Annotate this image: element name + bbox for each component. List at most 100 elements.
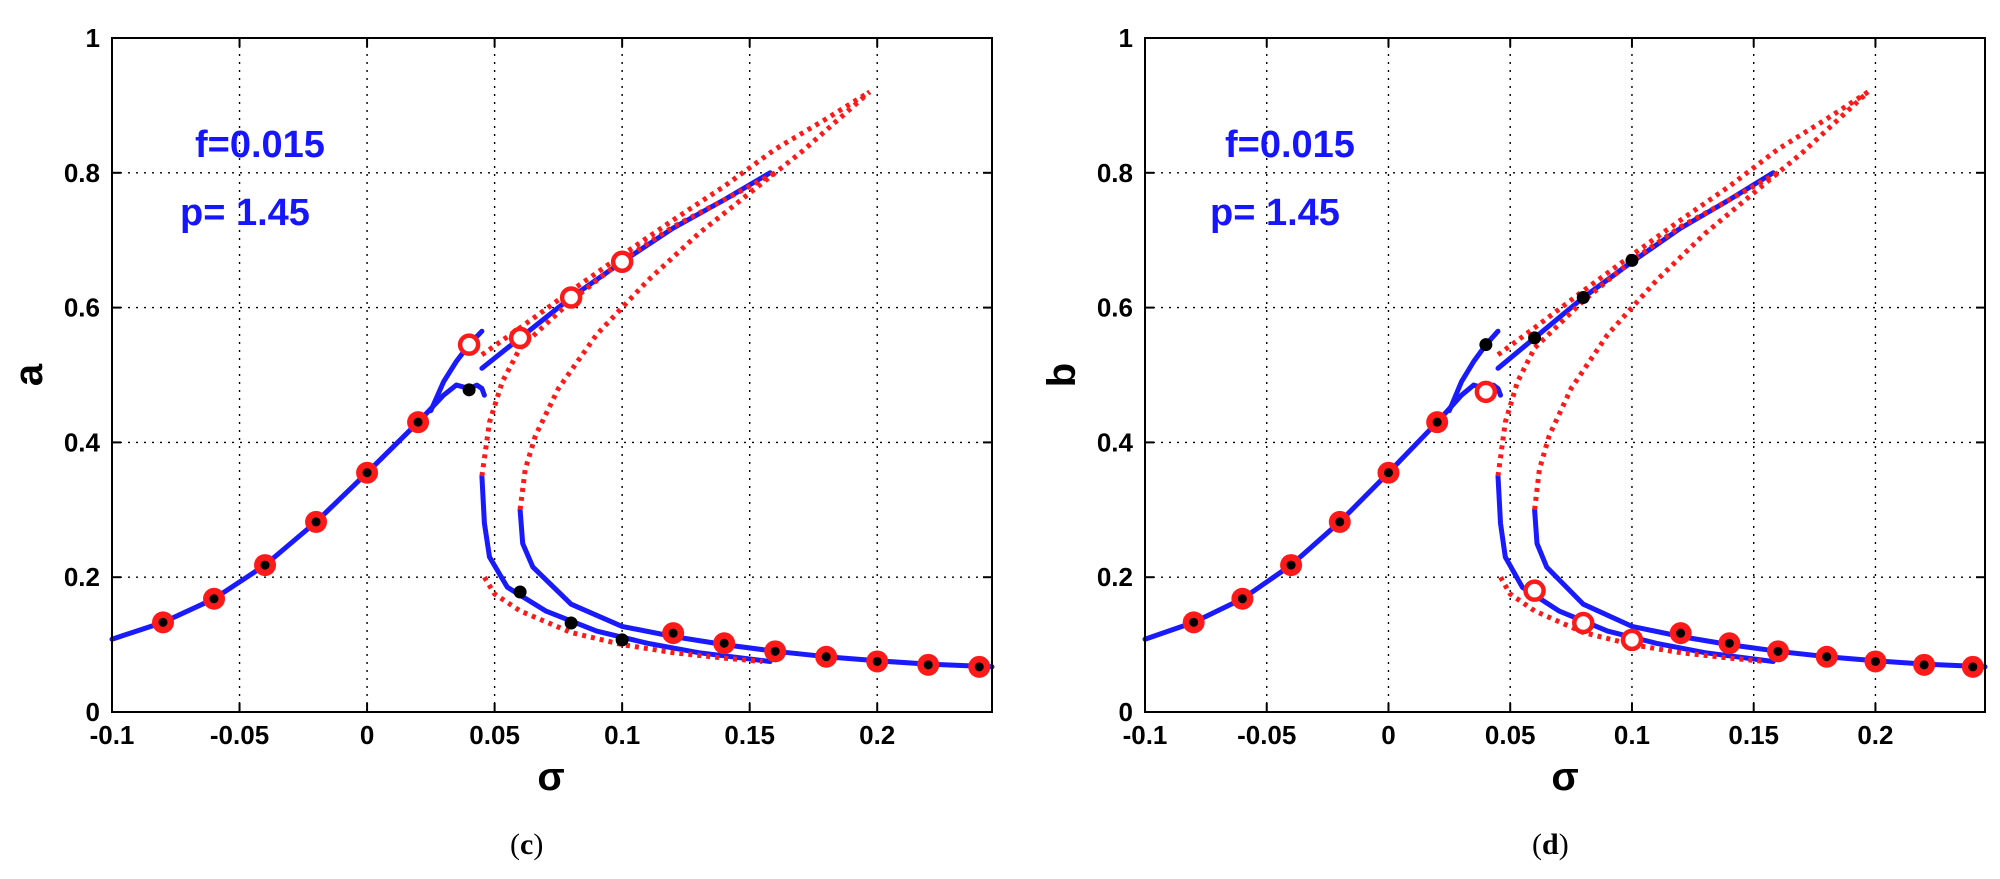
- panel-c-series-unstable-lower-return: [482, 575, 763, 664]
- panel-c-marker-dot-13: [615, 633, 629, 647]
- panel-d-annotation-p: p= 1.45: [1210, 192, 1340, 234]
- panel-d-series-stable-lower-branch-1: [1495, 473, 1776, 664]
- panel-d-marker-hollow-12: [1572, 611, 1595, 635]
- panel-c: -0.1 -0.05 0 0.05 0.1 0.15 0.2 0 0.2 0.4 0.6 0.8 1 f…: [7, 23, 995, 861]
- panel-d-series-unstable-inner-1: [1495, 170, 1780, 477]
- panel-c-x-tick-label: 0.15: [724, 720, 775, 750]
- panel-d-marker-dot-1: [1237, 594, 1247, 604]
- panel-c-marker-hollow-10: [610, 250, 634, 274]
- panel-d-marker-dot-14: [1676, 628, 1686, 638]
- panel-d: -0.1 -0.05 0 0.05 0.1 0.15 0.2 0 0.2 0.4 0.6 0.8 1 f…: [1040, 23, 1988, 861]
- panel-c-marker-dot-0: [158, 617, 168, 627]
- panel-d-axes-frame: [1144, 37, 1986, 713]
- panel-d-marker-hollow-11: [1523, 579, 1546, 602]
- panel-c-y-tick-label: 0: [86, 697, 100, 727]
- panel-d-y-tick-label: 0.4: [1097, 427, 1134, 457]
- panel-c-marker-dot-2: [260, 560, 270, 570]
- panel-c-curves: [109, 89, 995, 670]
- panel-c-marker-hollow-6: [457, 333, 481, 356]
- panel-d-marker-dot-8: [1528, 331, 1542, 345]
- panel-d-y-axis-label: b: [1040, 363, 1084, 387]
- panel-d-marker-dot-20: [1968, 662, 1978, 672]
- panel-c-marker-dot-18: [872, 656, 882, 666]
- panel-d-caption: (d): [1532, 828, 1569, 861]
- panel-c-marker-dot-5: [413, 417, 423, 427]
- panel-c-marker-dot-4: [362, 468, 372, 478]
- panel-d-series-stable-lower-left-branch: [1142, 382, 1477, 642]
- panel-c-series-stable-lower-branch-2: [517, 507, 995, 670]
- panel-d-marker-dot-9: [1576, 290, 1590, 304]
- panel-c-markers: [152, 250, 991, 678]
- panel-c-series-unstable-outer-upper: [480, 89, 871, 357]
- panel-c-y-tick-label: 1: [86, 23, 100, 53]
- panel-d-y-tick-label: 0.2: [1097, 562, 1133, 592]
- panel-c-x-tick-label: 0.2: [859, 720, 895, 750]
- panel-c-marker-dot-20: [974, 662, 984, 672]
- panel-d-y-tick-label: 0: [1119, 697, 1133, 727]
- panel-d-marker-dot-5: [1432, 417, 1442, 427]
- panel-d-x-tick-label: 0: [1381, 720, 1395, 750]
- panel-d-x-tick-label: 0.2: [1857, 720, 1893, 750]
- panel-d-marker-dot-19: [1919, 660, 1929, 670]
- panel-d-series-unstable-inner-2: [1532, 90, 1870, 511]
- panel-d-series-unstable-outer-upper: [1496, 89, 1870, 357]
- panel-d-marker-hollow-13: [1620, 628, 1644, 652]
- panel-c-x-tick-label: 0.1: [604, 720, 640, 750]
- panel-c-x-tick-label: -0.1: [90, 720, 135, 750]
- panel-d-marker-dot-16: [1773, 646, 1783, 656]
- panel-d-marker-dot-17: [1822, 652, 1832, 662]
- panel-d-marker-dot-3: [1335, 517, 1345, 527]
- panel-c-marker-dot-7: [462, 383, 476, 397]
- panel-d-curves: [1142, 89, 1988, 670]
- panel-c-y-tick-label: 0.6: [64, 293, 100, 323]
- panel-d-y-tick-label: 1: [1119, 23, 1133, 53]
- panel-c-y-axis-label: a: [7, 363, 51, 386]
- panel-c-y-tick-label: 0.4: [64, 427, 101, 457]
- panel-d-marker-dot-0: [1189, 617, 1199, 627]
- panel-d-marker-dot-4: [1383, 468, 1393, 478]
- panel-d-x-axis-label: σ: [1551, 755, 1578, 799]
- panel-c-annotation-f: f=0.015: [195, 124, 325, 166]
- panel-d-markers: [1182, 253, 1984, 678]
- panel-d-y-tick-label: 0.6: [1097, 293, 1133, 323]
- panel-c-annotation-p: p= 1.45: [180, 192, 310, 234]
- panel-c-caption-letter: c: [520, 828, 533, 861]
- panel-d-ticks: -0.1 -0.05 0 0.05 0.1 0.15 0.2 0 0.2 0.4 0.6 0.8 1: [1097, 23, 1985, 750]
- panel-c-marker-dot-19: [923, 660, 933, 670]
- panel-c-marker-dot-16: [770, 646, 780, 656]
- panel-c-marker-dot-15: [719, 638, 729, 648]
- panel-d-x-tick-label: -0.05: [1237, 720, 1296, 750]
- panel-c-series-stable-lower-branch-1: [479, 473, 773, 664]
- panel-c-axes-frame: [111, 37, 993, 713]
- panel-c-y-tick-label: 0.8: [64, 158, 100, 188]
- panel-d-marker-dot-6: [1479, 338, 1493, 352]
- panel-d-marker-hollow-7: [1474, 380, 1498, 404]
- panel-d-x-tick-label: 0.05: [1485, 720, 1536, 750]
- panel-c-series-unstable-inner-2: [517, 90, 872, 511]
- panel-c-marker-dot-1: [209, 594, 219, 604]
- panel-d-marker-dot-15: [1724, 638, 1734, 648]
- panel-d-annotation-f: f=0.015: [1225, 124, 1355, 166]
- panel-c-y-tick-label: 0.2: [64, 562, 100, 592]
- panel-c-marker-dot-11: [513, 585, 527, 599]
- panel-d-series-unstable-lower-return: [1498, 575, 1767, 664]
- panel-d-y-tick-label: 0.8: [1097, 158, 1133, 188]
- panel-d-series-stable-lower-branch-2: [1532, 507, 1988, 670]
- panel-d-caption-letter: d: [1542, 828, 1559, 861]
- panel-c-x-axis-label: σ: [537, 755, 564, 799]
- panel-c-marker-dot-12: [564, 616, 578, 630]
- panel-c-marker-dot-3: [311, 517, 321, 527]
- panel-c-marker-dot-14: [668, 628, 678, 638]
- panel-c-marker-hollow-9: [559, 286, 583, 309]
- panel-d-marker-dot-18: [1870, 656, 1880, 666]
- panel-c-x-tick-label: 0.05: [469, 720, 520, 750]
- panel-d-x-tick-label: 0.15: [1728, 720, 1779, 750]
- panel-c-ticks: -0.1 -0.05 0 0.05 0.1 0.15 0.2 0 0.2 0.4 0.6 0.8 1: [64, 23, 992, 750]
- panel-c-marker-dot-17: [821, 652, 831, 662]
- panel-d-marker-dot-2: [1286, 560, 1296, 570]
- panel-c-x-tick-label: 0: [360, 720, 374, 750]
- panel-c-marker-hollow-8: [508, 326, 532, 350]
- panel-c-series-stable-lower-left-branch: [109, 382, 459, 642]
- panel-d-grid: [1145, 38, 1985, 712]
